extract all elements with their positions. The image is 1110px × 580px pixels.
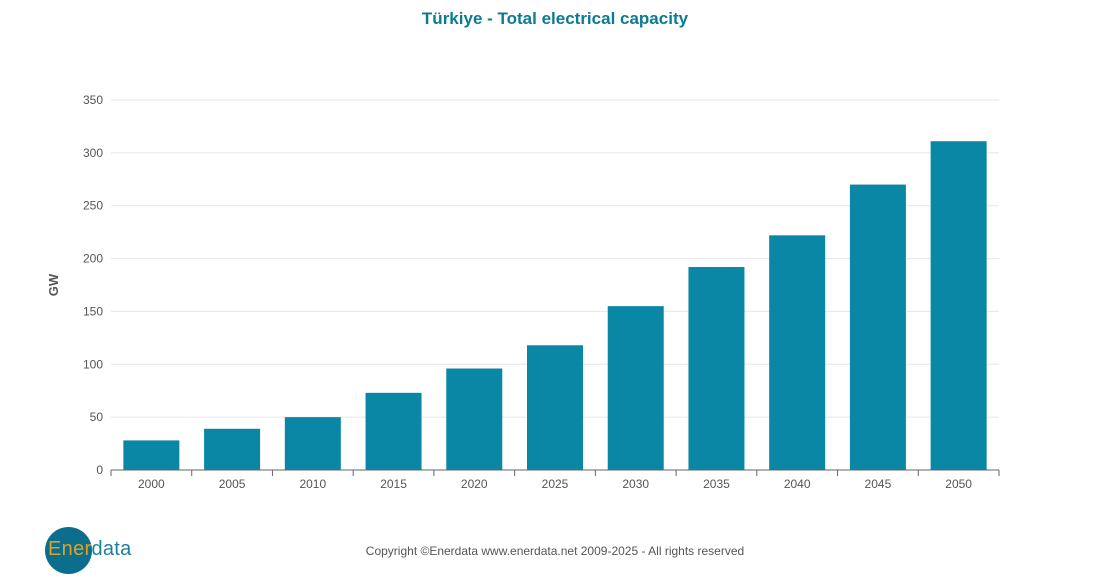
x-tick-label: 2005	[219, 477, 246, 491]
logo-circle	[45, 527, 92, 574]
x-tick-label: 2045	[865, 477, 892, 491]
bar-2045[interactable]	[849, 184, 906, 471]
y-tick-label: 300	[83, 146, 103, 160]
chart-title: Türkiye - Total electrical capacity	[421, 9, 689, 28]
x-tick-label: 2010	[299, 477, 326, 491]
x-axis	[110, 469, 1000, 476]
x-tick-label: 2035	[703, 477, 730, 491]
y-tick-label: 250	[83, 199, 103, 213]
y-tick-label: 150	[83, 304, 103, 318]
y-tick-label: 50	[90, 410, 104, 424]
x-tick-label: 2025	[542, 477, 569, 491]
bar-2010[interactable]	[284, 417, 341, 470]
x-tick-label: 2040	[784, 477, 811, 491]
x-tick-label: 2050	[945, 477, 972, 491]
copyright-notice: Copyright ©Enerdata www.enerdata.net 200…	[365, 544, 745, 558]
y-tick-label: 200	[83, 252, 103, 266]
logo-text-data: data	[91, 538, 132, 560]
bar-2030[interactable]	[607, 306, 664, 470]
bar-2025[interactable]	[527, 345, 583, 470]
logo-text: Enerdata	[48, 538, 132, 561]
bar-2005[interactable]	[204, 428, 261, 470]
bars	[123, 141, 987, 471]
bar-2050[interactable]	[930, 141, 987, 470]
x-tick-label: 2015	[380, 477, 407, 491]
bar-2015[interactable]	[365, 392, 422, 470]
x-tick-label: 2030	[622, 477, 649, 491]
bar-2040[interactable]	[769, 235, 826, 470]
y-axis-label: GW	[46, 273, 61, 296]
enerdata-logo: Enerdata	[44, 526, 164, 576]
y-tick-label: 100	[83, 357, 103, 371]
y-tick-label: 350	[83, 93, 103, 107]
logo-text-ener: Ener	[48, 538, 92, 560]
bar-2020[interactable]	[446, 368, 503, 470]
bar-2035[interactable]	[688, 267, 745, 470]
y-axis-ticks: 0 50 100 150 200 250 300 350	[83, 93, 103, 477]
x-tick-label: 2000	[138, 477, 165, 491]
bar-2000[interactable]	[123, 440, 180, 470]
y-tick-label: 0	[96, 463, 103, 477]
x-axis-ticks: 2000 2005 2010 2015 2020 2025 2030 2035 2040 2045…	[138, 477, 972, 491]
x-tick-label: 2020	[461, 477, 488, 491]
